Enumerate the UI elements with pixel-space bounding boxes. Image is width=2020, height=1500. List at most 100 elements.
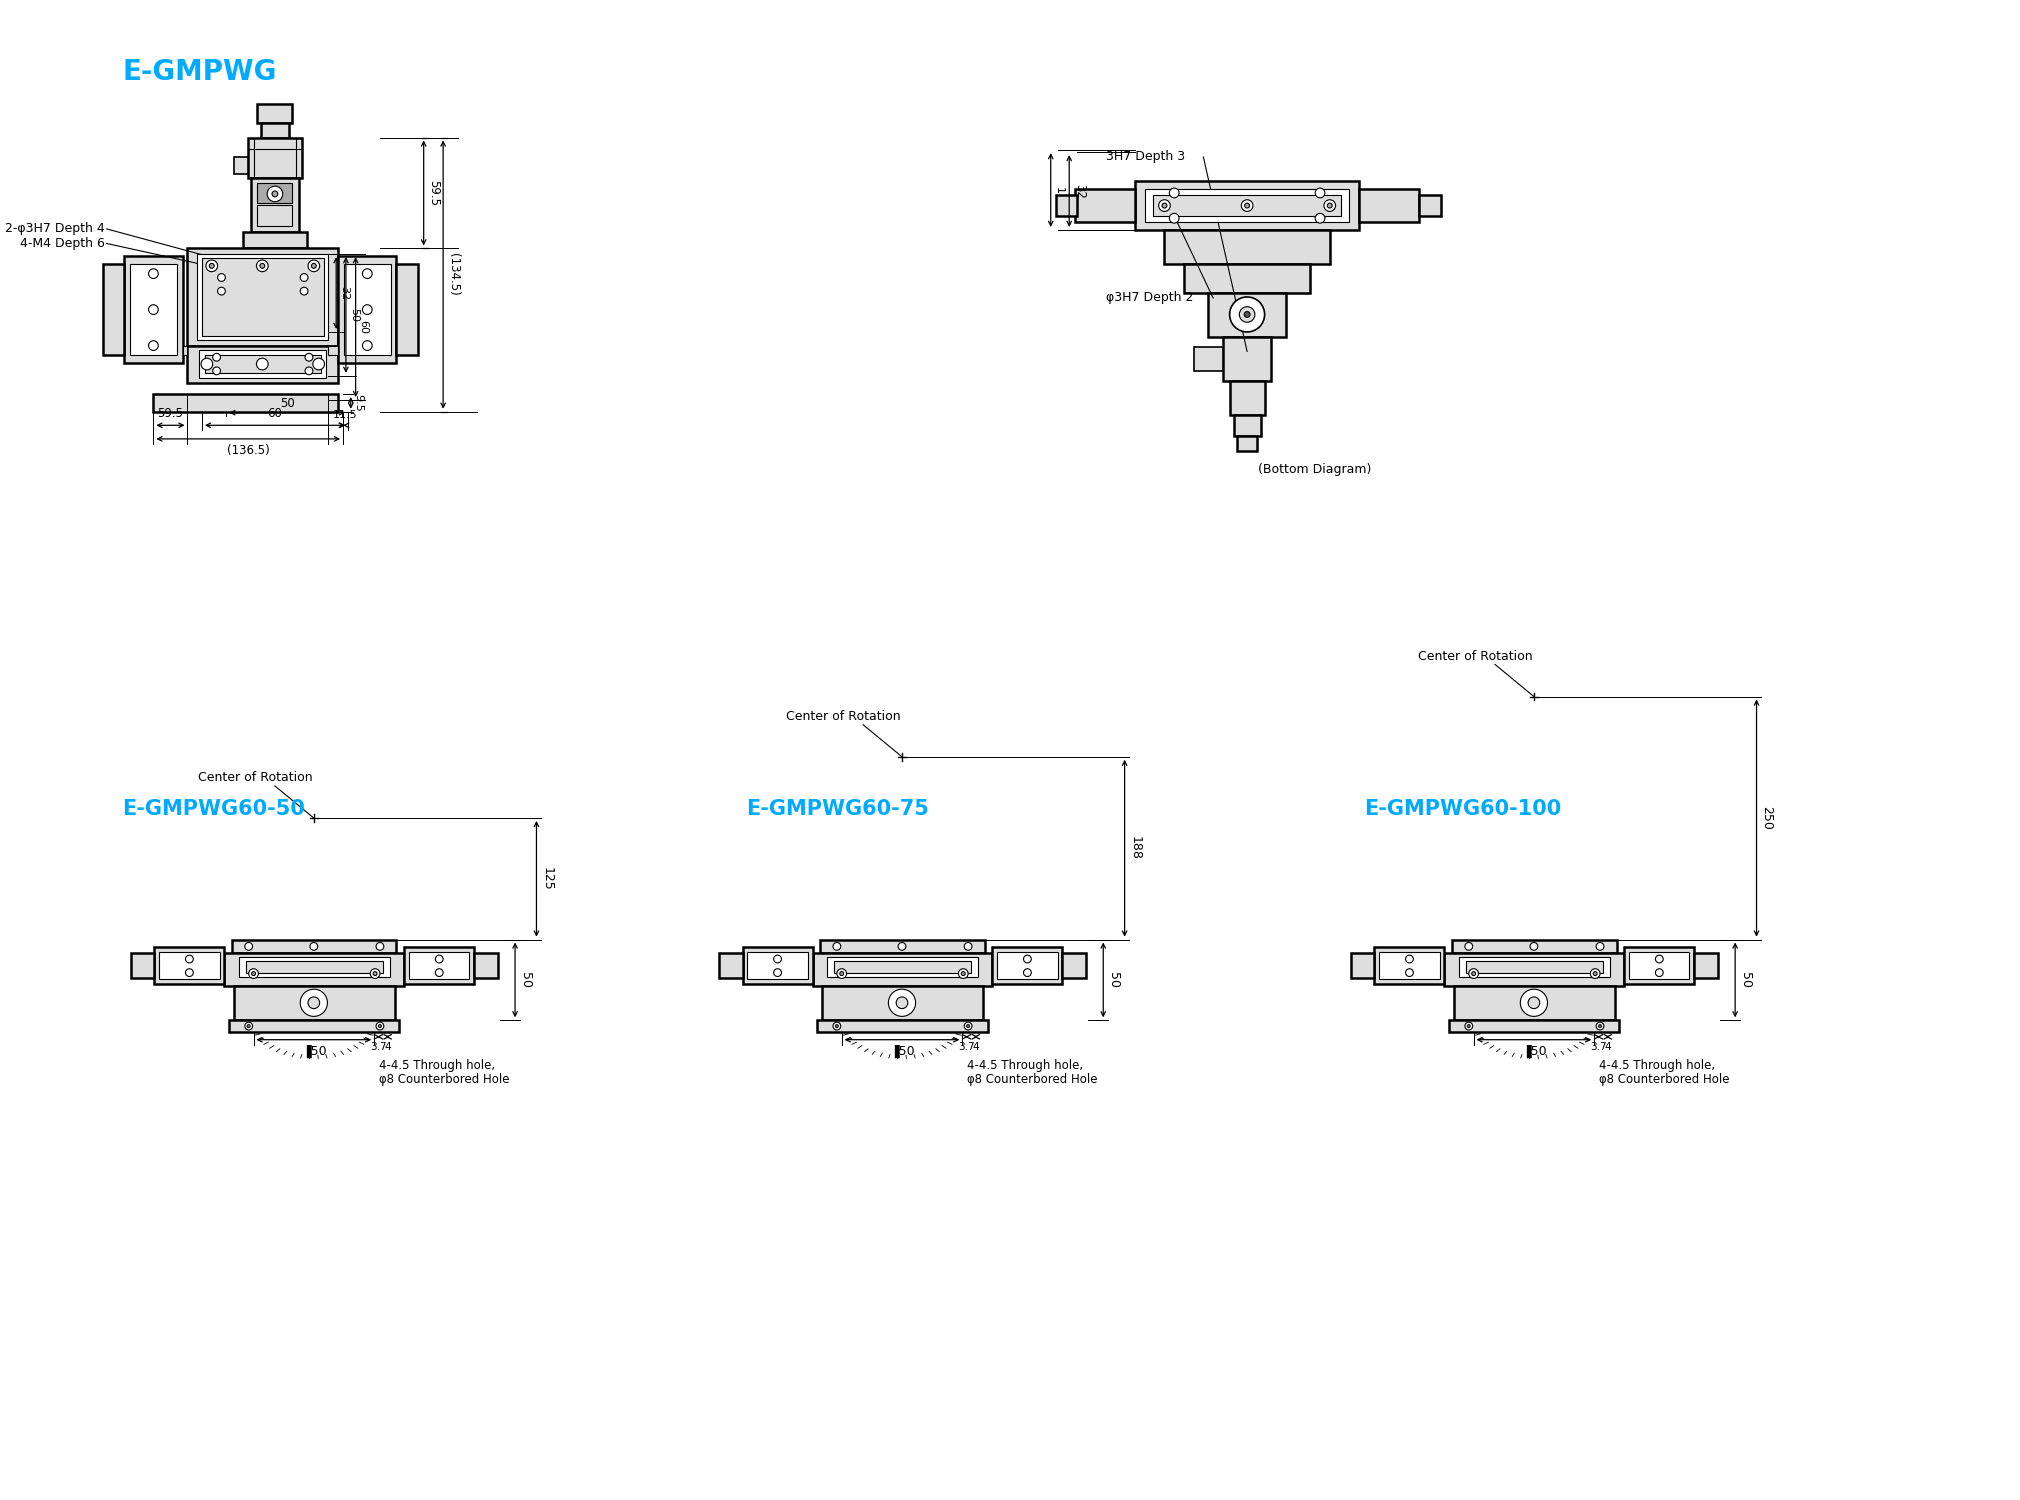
Circle shape — [889, 988, 915, 1017]
Bar — [238, 957, 390, 976]
Bar — [234, 986, 394, 1020]
Bar — [1238, 436, 1256, 450]
Circle shape — [202, 358, 212, 370]
Bar — [743, 948, 812, 984]
Text: 59.5: 59.5 — [158, 408, 184, 420]
Text: 3.7: 3.7 — [957, 1041, 976, 1052]
Text: 50: 50 — [519, 972, 531, 988]
Circle shape — [257, 358, 269, 370]
Bar — [200, 351, 327, 378]
Circle shape — [836, 1024, 838, 1028]
Circle shape — [186, 956, 194, 963]
Bar — [747, 952, 808, 980]
Bar — [1467, 962, 1604, 972]
Bar — [1452, 939, 1616, 952]
Circle shape — [962, 972, 966, 975]
Text: 4-4.5 Through hole,: 4-4.5 Through hole, — [968, 1059, 1083, 1072]
Circle shape — [1598, 1024, 1602, 1028]
Text: ▐50: ▐50 — [1521, 1044, 1547, 1058]
Circle shape — [362, 304, 372, 315]
Bar — [1374, 948, 1444, 984]
Bar — [826, 957, 978, 976]
Circle shape — [149, 268, 158, 279]
Circle shape — [1170, 213, 1180, 223]
Bar — [188, 249, 337, 345]
Circle shape — [1529, 942, 1537, 951]
Bar — [125, 256, 182, 363]
Bar — [1624, 948, 1695, 984]
Bar — [834, 962, 972, 972]
Circle shape — [301, 988, 327, 1017]
Circle shape — [1327, 202, 1331, 208]
Circle shape — [305, 354, 313, 362]
Bar — [1075, 189, 1135, 222]
Circle shape — [149, 304, 158, 315]
Circle shape — [964, 1022, 972, 1031]
Bar — [822, 986, 982, 1020]
Bar — [396, 264, 418, 356]
Bar — [261, 123, 289, 138]
Circle shape — [206, 260, 218, 272]
Bar — [242, 232, 307, 249]
Circle shape — [244, 942, 252, 951]
Circle shape — [307, 998, 319, 1008]
Text: φ8 Counterbored Hole: φ8 Counterbored Hole — [968, 1072, 1097, 1086]
Bar — [1208, 292, 1287, 338]
Text: E-GMPWG60-100: E-GMPWG60-100 — [1364, 798, 1561, 819]
Circle shape — [968, 1024, 970, 1028]
Text: 3H7 Depth 3: 3H7 Depth 3 — [1107, 150, 1186, 164]
Circle shape — [836, 969, 846, 978]
Bar — [1230, 381, 1265, 414]
Bar — [818, 1020, 988, 1032]
Bar — [329, 345, 337, 355]
Text: ▐50: ▐50 — [301, 1044, 327, 1058]
Bar — [1444, 952, 1624, 986]
Circle shape — [1240, 200, 1252, 211]
Bar — [154, 394, 337, 411]
Text: φ8 Counterbored Hole: φ8 Counterbored Hole — [380, 1072, 509, 1086]
Circle shape — [246, 1024, 250, 1028]
Circle shape — [186, 969, 194, 976]
Circle shape — [252, 972, 255, 975]
Bar — [1454, 986, 1614, 1020]
Text: 9.5: 9.5 — [354, 394, 364, 412]
Bar — [257, 204, 293, 226]
Circle shape — [376, 942, 384, 951]
Text: 50: 50 — [1739, 972, 1751, 988]
Bar — [224, 952, 404, 986]
Circle shape — [964, 942, 972, 951]
Text: Center of Rotation: Center of Rotation — [1418, 650, 1533, 663]
Circle shape — [1406, 956, 1414, 963]
Bar — [404, 948, 475, 984]
Bar — [248, 138, 303, 178]
Bar — [812, 952, 992, 986]
Circle shape — [1594, 972, 1598, 975]
Bar — [182, 345, 188, 355]
Circle shape — [210, 264, 214, 268]
Bar — [131, 952, 154, 978]
Bar — [1194, 346, 1222, 370]
Circle shape — [1596, 942, 1604, 951]
Circle shape — [1244, 202, 1250, 208]
Bar — [1063, 952, 1085, 978]
Bar — [129, 264, 178, 356]
Circle shape — [1464, 1022, 1473, 1031]
Circle shape — [436, 956, 442, 963]
Text: 3.7: 3.7 — [370, 1041, 386, 1052]
Circle shape — [267, 186, 283, 201]
Text: Center of Rotation: Center of Rotation — [786, 710, 901, 723]
Bar — [246, 962, 384, 972]
Bar — [1234, 414, 1260, 436]
Bar — [1458, 957, 1610, 976]
Bar — [250, 178, 299, 232]
Circle shape — [307, 260, 319, 272]
Bar — [228, 1020, 400, 1032]
Bar — [1056, 195, 1077, 216]
Text: 4-4.5 Through hole,: 4-4.5 Through hole, — [1600, 1059, 1715, 1072]
Text: 3.7: 3.7 — [1590, 1041, 1606, 1052]
Circle shape — [1024, 969, 1032, 976]
Circle shape — [1521, 988, 1547, 1017]
Circle shape — [149, 340, 158, 351]
Bar — [820, 939, 984, 952]
Text: 60: 60 — [267, 408, 283, 420]
